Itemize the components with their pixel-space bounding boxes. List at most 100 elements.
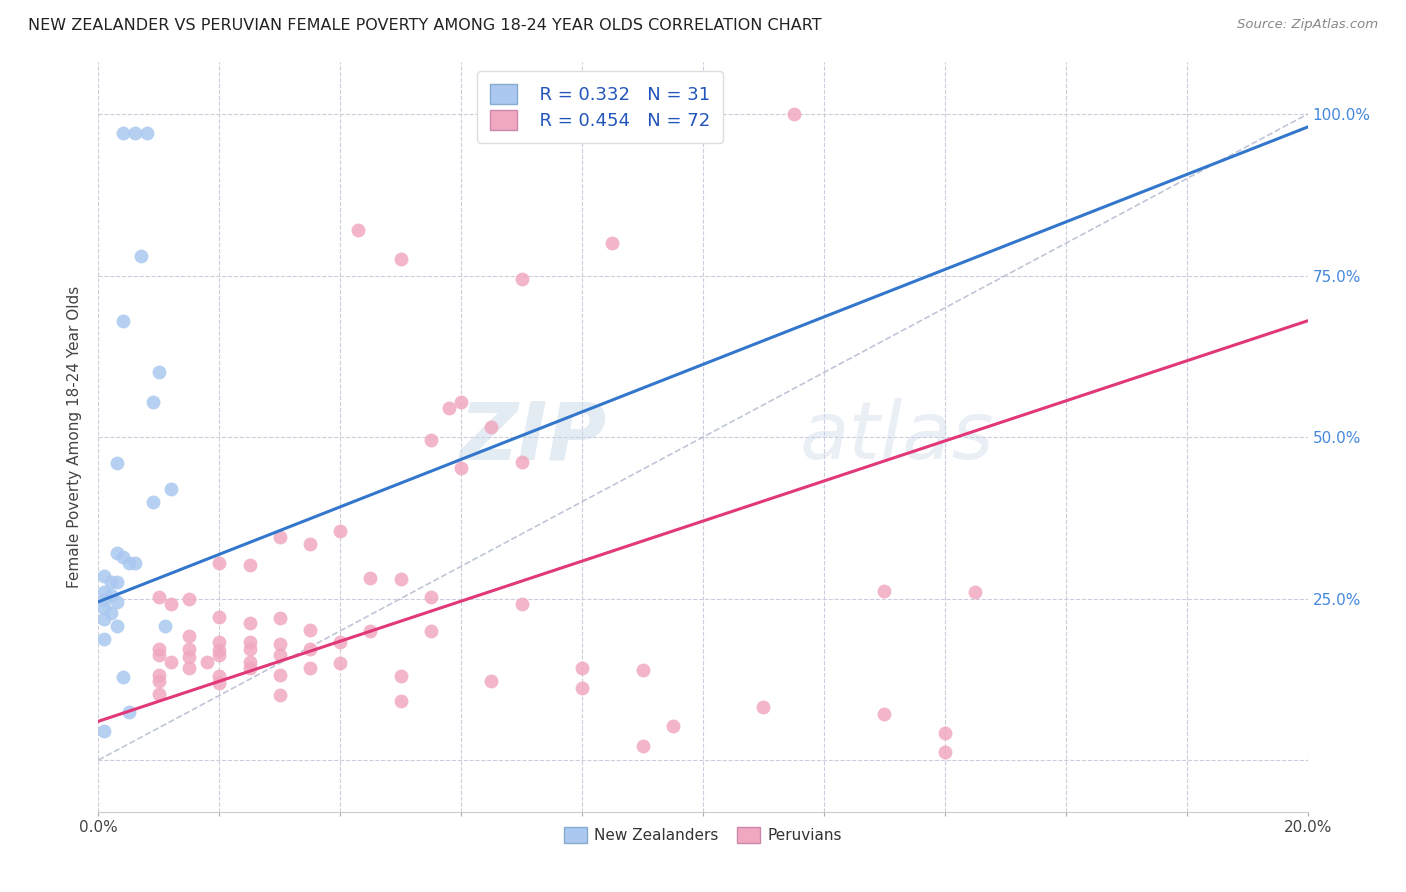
Point [965,585,987,599]
Point [389,669,412,683]
Point [111,549,134,564]
Point [208,556,231,570]
Point [100,575,122,590]
Point [269,689,291,703]
Point [148,648,170,663]
Point [129,249,152,263]
Point [105,575,128,590]
Point [160,482,183,496]
Point [179,642,201,657]
Point [195,655,218,669]
Point [329,656,352,670]
Text: NEW ZEALANDER VS PERUVIAN FEMALE POVERTY AMONG 18-24 YEAR OLDS CORRELATION CHART: NEW ZEALANDER VS PERUVIAN FEMALE POVERTY… [28,18,821,33]
Point [93,601,115,615]
Point [179,591,201,606]
Point [148,642,170,657]
Point [299,536,322,550]
Point [752,700,775,714]
Point [111,314,134,328]
Point [118,705,141,719]
Point [239,635,262,649]
Legend: New Zealanders, Peruvians: New Zealanders, Peruvians [558,821,848,849]
Point [329,635,352,649]
Point [873,583,896,598]
Point [571,681,593,695]
Point [239,616,262,631]
Point [142,394,165,409]
Point [269,611,291,625]
Point [269,530,291,544]
Point [934,726,956,740]
Point [105,546,128,560]
Point [481,674,503,689]
Point [93,569,115,583]
Point [208,643,231,657]
Point [934,745,956,759]
Point [160,597,183,611]
Point [661,719,683,733]
Point [93,592,115,607]
Point [631,663,654,677]
Point [179,629,201,643]
Point [269,648,291,663]
Point [329,524,352,538]
Point [93,723,115,738]
Point [160,655,183,669]
Point [389,252,412,267]
Point [299,623,322,637]
Point [239,558,262,572]
Point [360,571,382,585]
Text: ZIP: ZIP [458,398,606,476]
Point [269,637,291,651]
Point [135,127,157,141]
Point [105,618,128,632]
Point [148,591,170,605]
Text: Source: ZipAtlas.com: Source: ZipAtlas.com [1237,18,1378,31]
Point [602,236,624,251]
Point [208,609,231,624]
Point [420,434,443,448]
Point [142,494,165,508]
Point [93,585,115,599]
Y-axis label: Female Poverty Among 18-24 Year Olds: Female Poverty Among 18-24 Year Olds [67,286,83,588]
Point [111,670,134,684]
Point [93,612,115,626]
Point [299,661,322,675]
Point [510,272,533,286]
Point [510,455,533,469]
Point [148,667,170,681]
Point [420,591,443,605]
Point [783,107,806,121]
Point [179,649,201,664]
Point [208,675,231,690]
Point [299,642,322,657]
Point [124,556,146,570]
Point [450,461,472,475]
Point [179,661,201,675]
Point [450,394,472,409]
Point [239,642,262,657]
Point [239,661,262,675]
Point [100,588,122,602]
Point [148,366,170,380]
Point [111,127,134,141]
Point [100,606,122,620]
Point [873,706,896,721]
Point [105,595,128,609]
Point [389,572,412,586]
Point [420,624,443,638]
Point [239,655,262,669]
Point [437,401,460,415]
Point [269,667,291,681]
Point [481,420,503,434]
Point [208,669,231,683]
Point [389,693,412,707]
Point [93,632,115,646]
Point [148,687,170,701]
Point [631,739,654,753]
Point [510,597,533,611]
Point [118,556,141,570]
Point [105,456,128,470]
Point [208,635,231,649]
Point [360,624,382,638]
